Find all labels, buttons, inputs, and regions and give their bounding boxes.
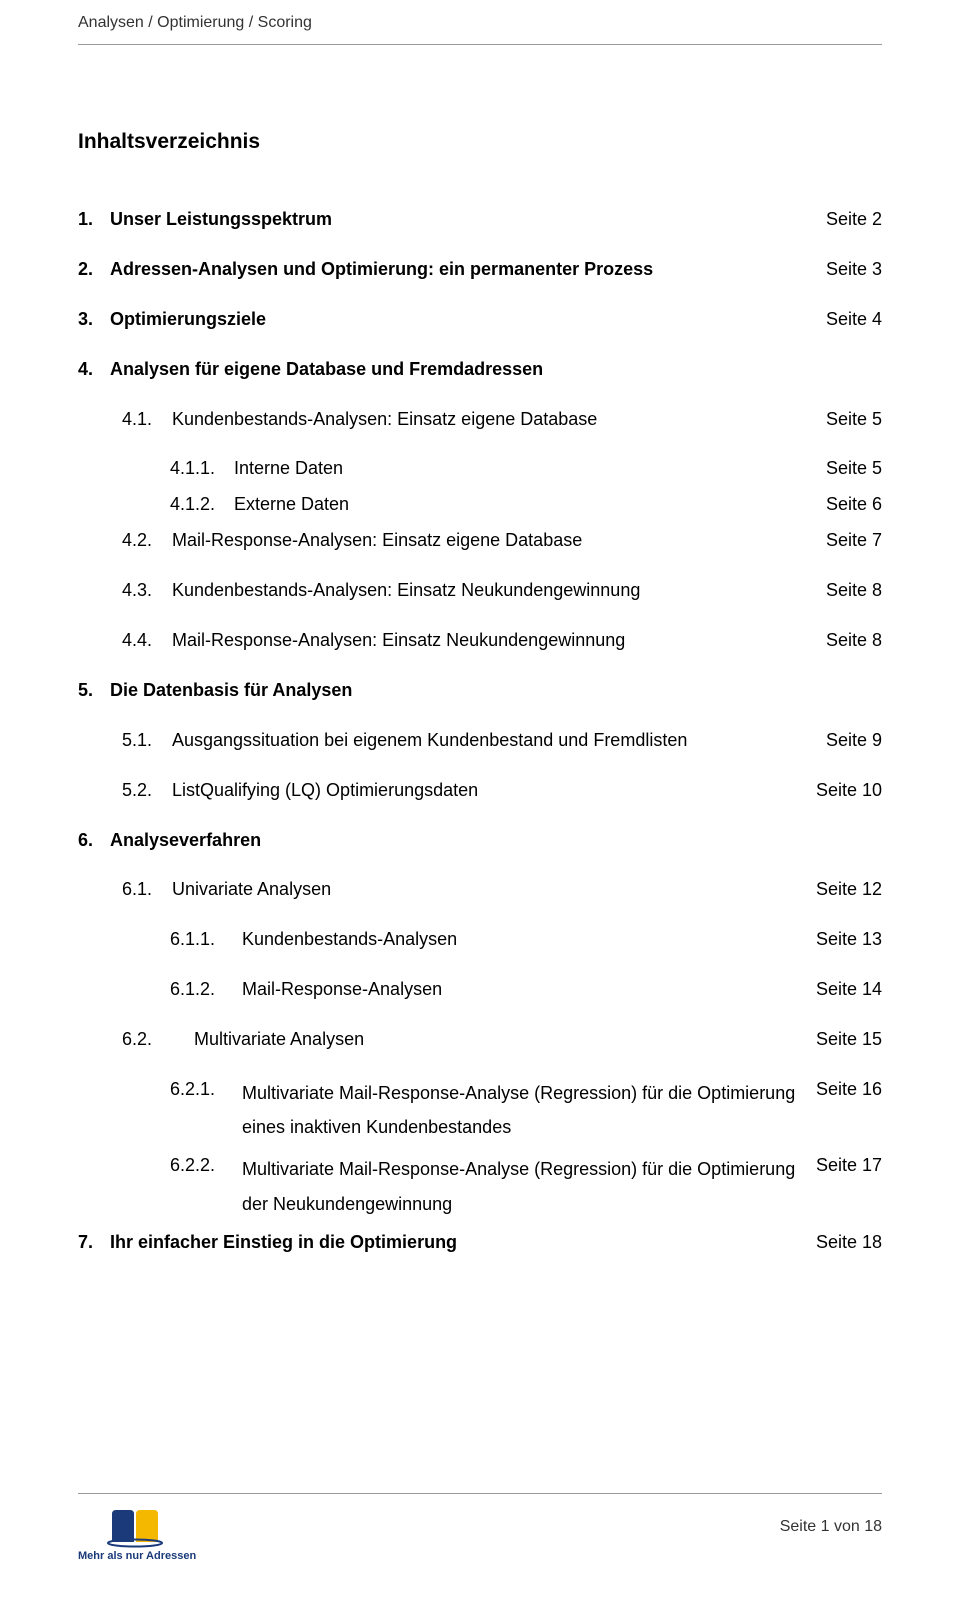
toc-entry-number: 3. [78,306,110,334]
toc-entry: 2.Adressen-Analysen und Optimierung: ein… [78,256,882,284]
document-page: Analysen / Optimierung / Scoring Inhalts… [0,0,960,1606]
toc-entry-page: Seite 7 [826,527,882,555]
footer-divider [78,1493,882,1494]
toc-entry-label: Optimierungsziele [110,306,826,334]
toc-entry-number: 4.1.1. [170,455,234,483]
toc-entry-label: Unser Leistungsspektrum [110,206,826,234]
toc-entry-label: Interne Daten [234,455,826,483]
toc-entry-number: 5.1. [122,727,172,755]
toc-entry: 6.1.2.Mail-Response-AnalysenSeite 14 [78,976,882,1004]
toc-entry-page: Seite 6 [826,491,882,519]
toc-entry-label: Externe Daten [234,491,826,519]
toc-entry-label: Mail-Response-Analysen: Einsatz Neukunde… [172,627,826,655]
toc-entry: 6.2.2.Multivariate Mail-Response-Analyse… [78,1152,882,1220]
toc-entry: 5.Die Datenbasis für Analysen [78,677,882,705]
toc-entry: 7.Ihr einfacher Einstieg in die Optimier… [78,1229,882,1257]
toc-entry-label: Mail-Response-Analysen: Einsatz eigene D… [172,527,826,555]
toc-entry-number: 4.3. [122,577,172,605]
toc-entry-label: Ausgangssituation bei eigenem Kundenbest… [172,727,826,755]
logo-caption: Mehr als nur Adressen [78,1550,196,1562]
toc-entry-label: Kundenbestands-Analysen [242,926,816,954]
toc-entry: 4.1.1.Interne DatenSeite 5 [78,455,882,483]
header-text: Analysen / Optimierung / Scoring [78,14,312,32]
toc-entry-number: 6.1.2. [170,976,242,1004]
toc-entry: 6.2.Multivariate AnalysenSeite 15 [78,1026,882,1054]
toc-entry-page: Seite 12 [816,876,882,904]
toc-entry-label: Multivariate Analysen [194,1026,816,1054]
header-divider [78,44,882,45]
toc-entry-label: Adressen-Analysen und Optimierung: ein p… [110,256,826,284]
toc-entry-page: Seite 4 [826,306,882,334]
toc-entry-number: 4.1. [122,406,172,434]
footer-page-number: Seite 1 von 18 [780,1518,882,1536]
toc-entry-number: 4.4. [122,627,172,655]
toc-entry-number: 1. [78,206,110,234]
toc-entry: 5.2.ListQualifying (LQ) Optimierungsdate… [78,777,882,805]
toc-entry-number: 6.2.2. [170,1152,242,1180]
toc-entry-page: Seite 16 [816,1076,882,1104]
toc-entry-page: Seite 5 [826,455,882,483]
toc-entry-label: Kundenbestands-Analysen: Einsatz Neukund… [172,577,826,605]
toc-entry: 4.2.Mail-Response-Analysen: Einsatz eige… [78,527,882,555]
toc-entry-number: 4.1.2. [170,491,234,519]
toc-entry-label: Analyseverfahren [110,827,882,855]
toc-entry-page: Seite 15 [816,1026,882,1054]
page-title: Inhaltsverzeichnis [78,130,882,154]
toc-entry-page: Seite 5 [826,406,882,434]
toc-entry-number: 5.2. [122,777,172,805]
toc-entry-page: Seite 17 [816,1152,882,1180]
toc-entry: 3.OptimierungszieleSeite 4 [78,306,882,334]
toc-entry: 6.Analyseverfahren [78,827,882,855]
toc-entry: 4.3.Kundenbestands-Analysen: Einsatz Neu… [78,577,882,605]
toc-entry: 4.4.Mail-Response-Analysen: Einsatz Neuk… [78,627,882,655]
toc-entry: 1.Unser LeistungsspektrumSeite 2 [78,206,882,234]
toc-entry-page: Seite 8 [826,577,882,605]
toc-entry-label: Kundenbestands-Analysen: Einsatz eigene … [172,406,826,434]
toc-entry-number: 7. [78,1229,110,1257]
toc-entry-page: Seite 8 [826,627,882,655]
toc-entry: 6.1.1.Kundenbestands-AnalysenSeite 13 [78,926,882,954]
toc-entry-page: Seite 3 [826,256,882,284]
toc-entry-label: Die Datenbasis für Analysen [110,677,882,705]
toc-entry-label: Multivariate Mail-Response-Analyse (Regr… [242,1152,816,1220]
footer: Mehr als nur Adressen Seite 1 von 18 [78,1506,882,1562]
toc-entry-page: Seite 9 [826,727,882,755]
toc-entry: 4.Analysen für eigene Database und Fremd… [78,356,882,384]
toc-entry: 6.2.1.Multivariate Mail-Response-Analyse… [78,1076,882,1144]
toc-entry-label: Analysen für eigene Database und Fremdad… [110,356,882,384]
toc-entry-number: 4. [78,356,110,384]
toc-entry-page: Seite 14 [816,976,882,1004]
toc-entry-number: 6.1.1. [170,926,242,954]
toc-entry-number: 2. [78,256,110,284]
toc-entry-page: Seite 10 [816,777,882,805]
logo: Mehr als nur Adressen [78,1506,196,1562]
toc-entry-number: 6. [78,827,110,855]
toc-entry-label: ListQualifying (LQ) Optimierungsdaten [172,777,816,805]
toc-entry-label: Multivariate Mail-Response-Analyse (Regr… [242,1076,816,1144]
toc-entry: 6.1.Univariate AnalysenSeite 12 [78,876,882,904]
toc-entry-page: Seite 2 [826,206,882,234]
toc-entry: 4.1.Kundenbestands-Analysen: Einsatz eig… [78,406,882,434]
logo-icon [106,1506,168,1548]
toc-entry-label: Univariate Analysen [172,876,816,904]
toc-entry-label: Ihr einfacher Einstieg in die Optimierun… [110,1229,816,1257]
toc-entry: 5.1.Ausgangssituation bei eigenem Kunden… [78,727,882,755]
toc-entry: 4.1.2.Externe DatenSeite 6 [78,491,882,519]
toc-entry-number: 6.2.1. [170,1076,242,1104]
toc-entry-page: Seite 13 [816,926,882,954]
toc-entry-page: Seite 18 [816,1229,882,1257]
toc-entry-number: 6.2. [122,1026,194,1054]
toc-entry-number: 5. [78,677,110,705]
toc-entry-number: 6.1. [122,876,172,904]
toc-entry-number: 4.2. [122,527,172,555]
document-body: Inhaltsverzeichnis 1.Unser Leistungsspek… [78,130,882,1279]
table-of-contents: 1.Unser LeistungsspektrumSeite 2 2.Adress… [78,206,882,1257]
toc-entry-label: Mail-Response-Analysen [242,976,816,1004]
